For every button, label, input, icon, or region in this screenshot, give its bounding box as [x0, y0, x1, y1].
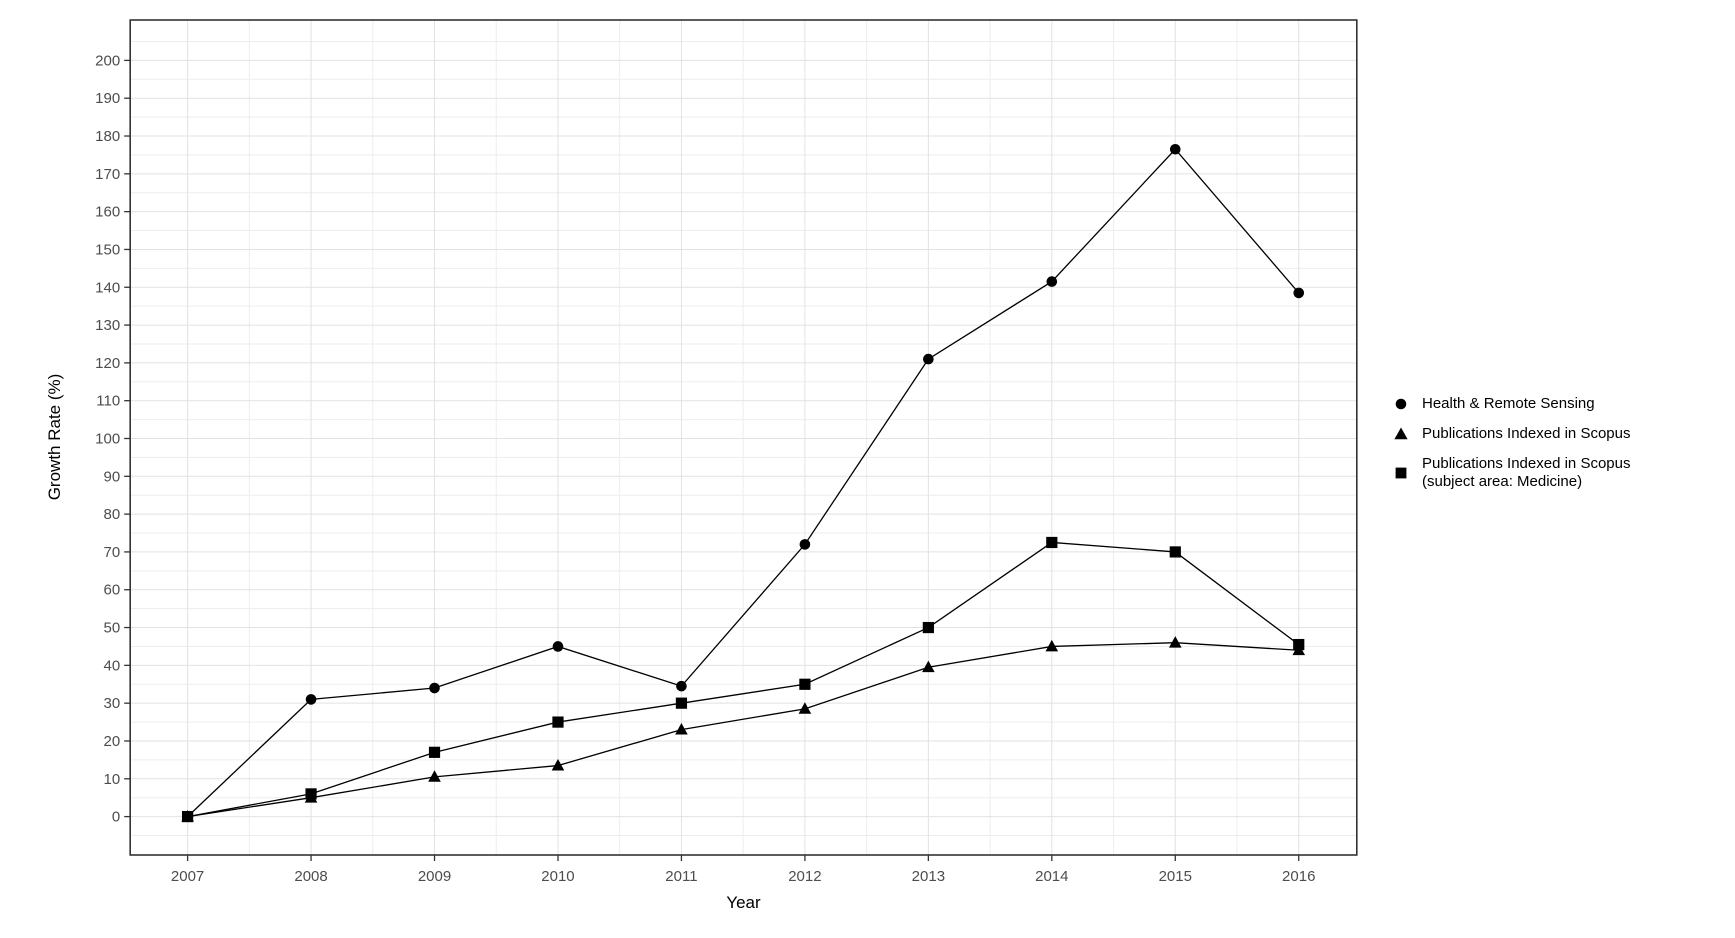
circle-marker: [429, 682, 440, 694]
x-tick-label: 2007: [171, 868, 204, 885]
circle-marker: [305, 694, 317, 705]
x-tick-label: 2010: [541, 868, 574, 885]
square-marker: [675, 697, 688, 709]
series-line-circle: [187, 148, 1300, 818]
y-tick-label: 170: [95, 166, 120, 183]
square-marker: [1046, 536, 1058, 549]
circle-marker: [1046, 276, 1058, 287]
square-marker: [922, 621, 934, 634]
series-line-square: [187, 541, 1300, 818]
y-tick-label: 190: [95, 90, 120, 107]
triangle-marker: [428, 770, 441, 782]
x-tick-label: 2014: [1035, 868, 1068, 885]
y-tick-label: 30: [104, 695, 121, 712]
square-marker: [552, 716, 564, 728]
legend-label-line2: (subject area: Medicine): [1422, 473, 1583, 490]
legend-item-health-remote-sensing: Health & Remote Sensing: [1393, 395, 1630, 413]
x-tick-label: 2012: [788, 868, 821, 885]
triangle-marker: [922, 660, 935, 673]
y-tick-label: 90: [104, 468, 121, 485]
y-tick-label: 60: [104, 582, 121, 599]
y-tick-label: 140: [95, 279, 120, 296]
square-marker: [182, 811, 194, 823]
x-tick-label: 2011: [665, 868, 697, 885]
y-tick-label: 150: [95, 241, 120, 258]
square-marker: [305, 788, 317, 800]
square-icon: [1395, 467, 1407, 479]
x-tick-label: 2013: [912, 868, 945, 885]
y-tick-label: 40: [104, 657, 121, 674]
legend: Health & Remote Sensing Publications Ind…: [1393, 395, 1630, 491]
circle-marker: [1293, 287, 1305, 299]
square-marker: [428, 746, 441, 758]
circle-marker: [552, 641, 564, 652]
legend-label-line1: Publications Indexed in Scopus: [1422, 455, 1631, 472]
triangle-marker: [1045, 639, 1059, 652]
y-tick-label: 0: [112, 809, 120, 826]
y-tick-label: 200: [95, 52, 120, 69]
x-tick-label: 2008: [294, 868, 327, 885]
circle-marker: [676, 680, 687, 692]
y-tick-label: 160: [95, 204, 120, 221]
square-marker: [799, 678, 811, 690]
triangle-marker: [675, 723, 688, 735]
y-tick-label: 70: [104, 544, 121, 561]
circle-marker: [799, 539, 811, 550]
circle-marker: [923, 353, 934, 365]
triangle-marker: [1168, 636, 1182, 648]
y-tick-label: 50: [104, 620, 121, 637]
legend-label: Health & Remote Sensing: [1422, 395, 1595, 412]
circle-marker: [1169, 143, 1181, 155]
square-marker: [1293, 638, 1305, 651]
circle-icon: [1395, 398, 1407, 410]
y-tick-label: 180: [95, 128, 120, 145]
panel-border: [129, 19, 1358, 856]
legend-item-publications-scopus: Publications Indexed in Scopus: [1393, 425, 1630, 443]
triangle-icon: [1394, 427, 1408, 440]
square-marker: [1169, 546, 1181, 558]
legend-label: Publications Indexed in Scopus (subject …: [1422, 455, 1630, 491]
x-axis-title: Year: [726, 893, 761, 912]
triangle-marker: [551, 758, 565, 771]
y-tick-label: 110: [96, 393, 120, 410]
legend-item-publications-scopus-medicine: Publications Indexed in Scopus (subject …: [1393, 455, 1630, 491]
y-tick-label: 120: [95, 355, 120, 372]
series-line-triangle: [187, 642, 1299, 818]
x-tick-label: 2009: [418, 868, 451, 885]
y-tick-label: 20: [104, 733, 121, 750]
x-tick-label: 2015: [1159, 868, 1192, 885]
legend-label: Publications Indexed in Scopus: [1422, 425, 1631, 442]
y-tick-label: 100: [95, 431, 120, 448]
y-tick-label: 130: [95, 317, 120, 334]
x-tick-label: 2016: [1282, 868, 1315, 885]
y-axis-title: Growth Rate (%): [45, 373, 64, 501]
y-tick-label: 80: [104, 506, 121, 523]
y-tick-label: 10: [104, 771, 121, 788]
triangle-marker: [798, 702, 812, 714]
